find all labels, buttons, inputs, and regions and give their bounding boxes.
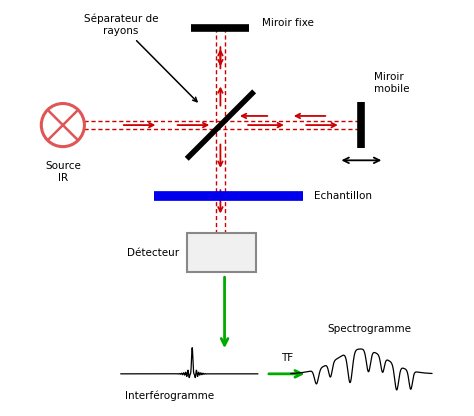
Text: Source
IR: Source IR [45, 161, 81, 183]
Bar [187, 233, 255, 272]
Text: Interférogramme: Interférogramme [125, 391, 214, 401]
Text: Miroir
mobile: Miroir mobile [374, 72, 410, 94]
Text: Miroir fixe: Miroir fixe [262, 17, 314, 28]
Text: Séparateur de
rayons: Séparateur de rayons [83, 14, 197, 102]
Text: Echantillon: Echantillon [314, 191, 372, 201]
Text: Spectrogramme: Spectrogramme [328, 324, 412, 334]
Text: Détecteur: Détecteur [127, 248, 179, 258]
Text: TF: TF [281, 354, 293, 364]
